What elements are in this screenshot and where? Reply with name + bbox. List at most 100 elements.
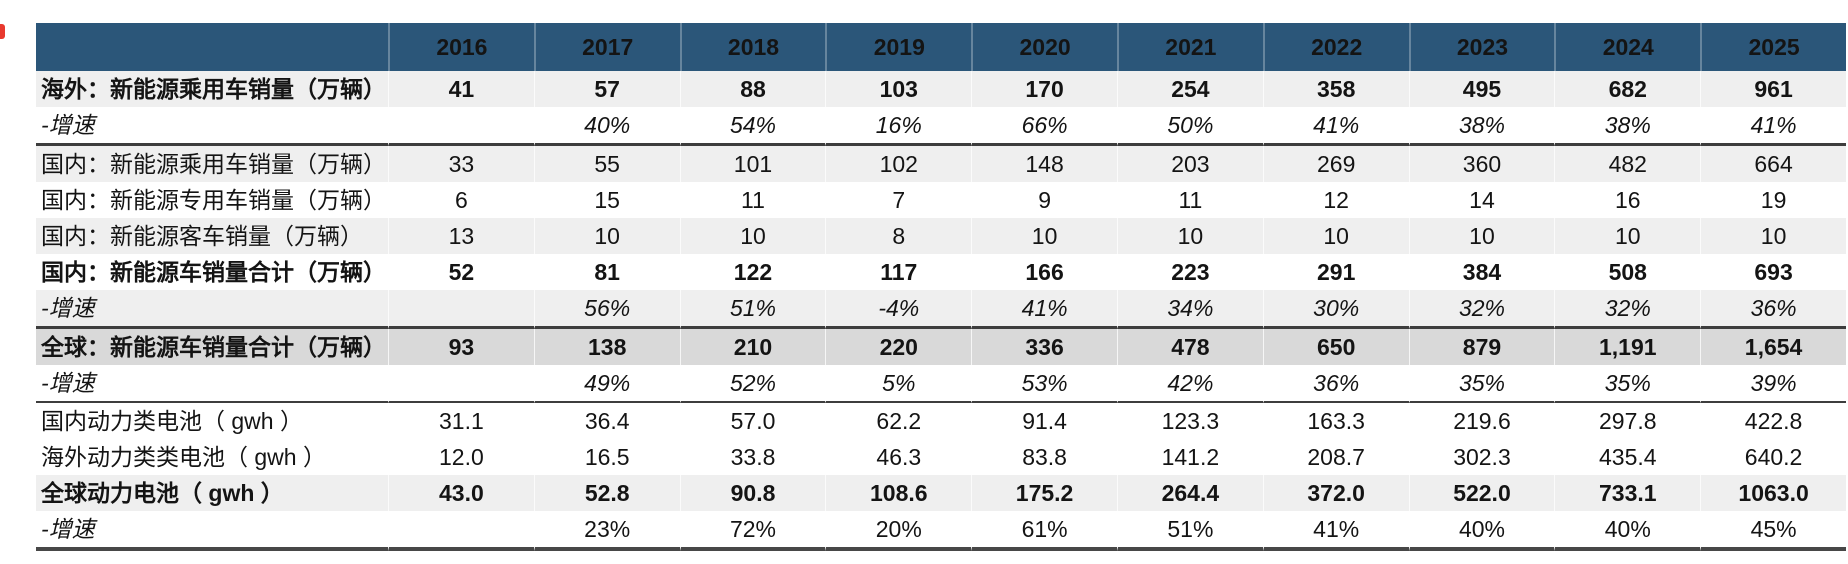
data-cell: 163.3 (1262, 403, 1409, 439)
data-cell: 10 (1262, 218, 1409, 254)
data-cell: 35% (1554, 365, 1701, 403)
data-cell: 640.2 (1700, 439, 1846, 475)
data-cell: 508 (1554, 254, 1700, 290)
data-cell: 478 (1116, 329, 1263, 365)
table-row: -增速 49% 52% 5% 53% 42% 36% 35% 35% 39% (36, 365, 1846, 403)
data-cell: 1063.0 (1700, 475, 1846, 511)
data-cell: 52.8 (533, 475, 680, 511)
data-cell: 223 (1116, 254, 1263, 290)
year-column-header: 2022 (1262, 23, 1409, 71)
data-cell: 36.4 (533, 403, 680, 439)
data-cell: 254 (1116, 71, 1263, 107)
row-label: -增速 (36, 365, 388, 403)
data-cell: 51% (679, 290, 826, 329)
data-cell: 13 (388, 218, 534, 254)
data-cell: 358 (1262, 71, 1409, 107)
table-row: -增速 56% 51% -4% 41% 34% 30% 32% 32% 36% (36, 290, 1846, 329)
data-cell: 30% (1262, 290, 1409, 329)
data-cell: 50% (1116, 107, 1263, 146)
data-cell: 961 (1700, 71, 1846, 107)
data-cell: 7 (825, 182, 971, 218)
data-cell: 41% (1262, 511, 1409, 551)
table-row: -增速 23% 72% 20% 61% 51% 41% 40% 40% 45% (36, 511, 1846, 551)
data-cell: 141.2 (1116, 439, 1263, 475)
data-cell: 54% (679, 107, 826, 146)
data-cell: 360 (1408, 146, 1555, 182)
data-cell: 1,191 (1554, 329, 1701, 365)
row-label: 国内：新能源乘用车销量（万辆） (36, 146, 388, 182)
year-column-header: 2025 (1700, 23, 1846, 71)
table-row: 国内：新能源车销量合计（万辆） 52 81 122 117 166 223 291 384 508… (36, 254, 1846, 290)
data-cell: 372.0 (1262, 475, 1409, 511)
data-cell: 39% (1700, 365, 1846, 403)
data-cell: 61% (971, 511, 1117, 551)
data-cell: 90.8 (679, 475, 826, 511)
data-cell: 175.2 (971, 475, 1117, 511)
data-cell: 66% (971, 107, 1117, 146)
data-cell: 11 (1116, 182, 1263, 218)
data-cell: 101 (679, 146, 826, 182)
year-column-header: 2021 (1116, 23, 1263, 71)
data-cell: 45% (1700, 511, 1846, 551)
data-cell: 435.4 (1554, 439, 1700, 475)
data-cell: 33 (388, 146, 534, 182)
data-cell: 62.2 (825, 403, 971, 439)
year-column-header: 2019 (825, 23, 972, 71)
data-cell: 8 (825, 218, 972, 254)
data-cell: 210 (679, 329, 826, 365)
data-cell: 16 (1554, 182, 1700, 218)
data-cell: 10 (1116, 218, 1263, 254)
year-column-header: 2024 (1554, 23, 1701, 71)
data-cell: 16.5 (533, 439, 680, 475)
data-cell: 302.3 (1408, 439, 1555, 475)
data-cell: 14 (1408, 182, 1555, 218)
data-cell: 38% (1408, 107, 1555, 146)
table-row: 海外动力类类电池（ gwh ） 12.0 16.5 33.8 46.3 83.8 141.2… (36, 439, 1846, 475)
table-row: 全球动力电池（ gwh ） 43.0 52.8 90.8 108.6 175.2 264.4… (36, 475, 1846, 511)
year-column-header: 2016 (388, 23, 534, 71)
row-label: -增速 (36, 107, 388, 146)
data-cell: 57.0 (679, 403, 826, 439)
data-cell: 384 (1408, 254, 1555, 290)
data-cell: 19 (1700, 182, 1846, 218)
data-cell: 10 (971, 218, 1117, 254)
row-label-column-header (36, 23, 388, 71)
table-header: 2016 2017 2018 2019 2020 2021 2022 2023 2024 2025 (36, 23, 1846, 71)
data-cell: 123.3 (1116, 403, 1263, 439)
row-label: 国内：新能源客车销量（万辆） (36, 218, 388, 254)
data-cell: 879 (1408, 329, 1555, 365)
row-label: -增速 (36, 511, 388, 551)
table-row: -增速 40% 54% 16% 66% 50% 41% 38% 38% 41% (36, 107, 1846, 146)
data-cell: 5% (825, 365, 972, 403)
data-cell: 52% (679, 365, 826, 403)
row-label: 全球动力电池（ gwh ） (36, 475, 388, 511)
data-cell: 6 (388, 182, 534, 218)
data-cell: 93 (388, 329, 534, 365)
data-cell: 42% (1116, 365, 1263, 403)
data-cell (388, 511, 534, 551)
data-cell: 664 (1700, 146, 1846, 182)
data-cell: 36% (1262, 365, 1409, 403)
data-cell: 46.3 (825, 439, 971, 475)
table-row: 全球：新能源车销量合计（万辆） 93 138 210 220 336 478 650 879 1,… (36, 329, 1846, 365)
data-cell: 10 (1408, 218, 1555, 254)
data-cell: 522.0 (1408, 475, 1555, 511)
row-label: 海外：新能源乘用车销量（万辆） (36, 71, 388, 107)
data-cell: 88 (679, 71, 826, 107)
data-cell: 52 (388, 254, 534, 290)
data-cell: 41% (1262, 107, 1409, 146)
data-cell: 102 (825, 146, 972, 182)
data-cell (388, 365, 534, 403)
data-cell: 53% (971, 365, 1117, 403)
data-cell: 41% (1700, 107, 1846, 146)
data-cell: 297.8 (1554, 403, 1700, 439)
data-cell: 72% (679, 511, 826, 551)
data-cell: 43.0 (388, 475, 534, 511)
row-label: 国内：新能源专用车销量（万辆） (41, 187, 386, 213)
table-row: 国内：新能源乘用车销量（万辆） 33 55 101 102 148 203 269 360 482… (36, 146, 1846, 182)
data-cell: 495 (1408, 71, 1555, 107)
data-cell: 103 (825, 71, 972, 107)
data-cell: -4% (825, 290, 972, 329)
data-cell: 336 (971, 329, 1117, 365)
